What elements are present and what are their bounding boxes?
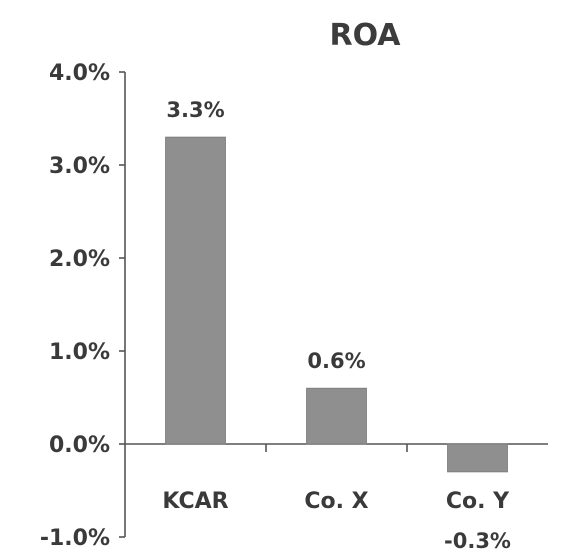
y-tick-label: 2.0% bbox=[49, 247, 110, 272]
y-tick-label: 3.0% bbox=[49, 154, 110, 179]
y-tick-label: 1.0% bbox=[49, 340, 110, 365]
chart-title: ROA bbox=[329, 18, 401, 53]
y-tick-label: 0.0% bbox=[49, 433, 110, 458]
labels: KCAR 3.3% Co. X 0.6% Co. Y -0.3% bbox=[162, 98, 511, 553]
bars bbox=[165, 136, 508, 473]
bar-kcar bbox=[165, 136, 226, 445]
bar-value-label: 3.3% bbox=[166, 98, 224, 122]
axes: 4.0% 3.0% 2.0% 1.0% 0.0% -1.0% bbox=[40, 61, 548, 551]
bar-co-x bbox=[306, 387, 367, 445]
y-tick-label: -1.0% bbox=[40, 526, 110, 551]
x-category-label: KCAR bbox=[162, 489, 228, 514]
bar-co-y bbox=[447, 443, 508, 473]
x-category-label: Co. Y bbox=[446, 489, 510, 514]
y-tick-label: 4.0% bbox=[49, 61, 110, 86]
bar-value-label: -0.3% bbox=[444, 529, 511, 553]
bar-value-label: 0.6% bbox=[307, 349, 365, 373]
x-category-label: Co. X bbox=[304, 489, 368, 514]
